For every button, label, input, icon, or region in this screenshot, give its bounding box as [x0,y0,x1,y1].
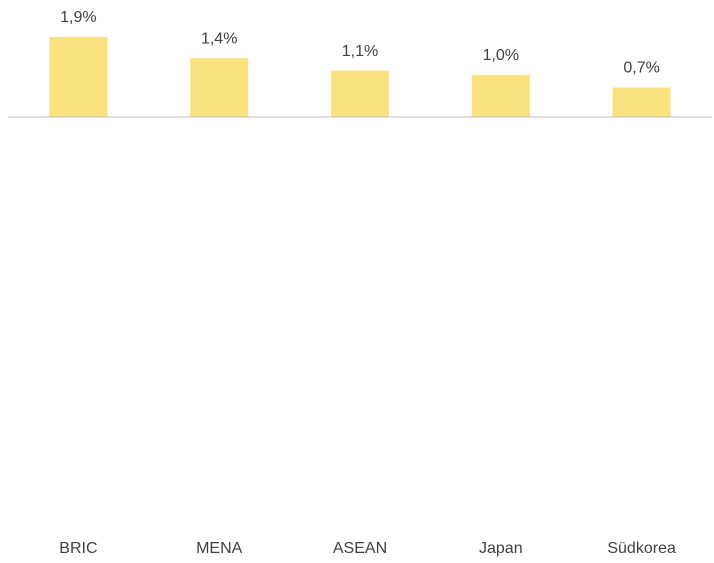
bar [471,74,530,117]
x-tick-label: Japan [479,540,523,557]
x-tick-label: BRIC [59,540,97,557]
data-label: 1,0% [483,47,519,64]
data-label: 0,7% [623,60,659,77]
x-tick-label: Südkorea [607,540,676,557]
data-label: 1,4% [201,30,237,47]
x-tick-label: MENA [196,540,243,557]
bar [612,87,671,117]
x-tick-label: ASEAN [333,540,387,557]
data-label: 1,1% [342,43,378,60]
data-label: 1,9% [60,9,96,26]
bar [190,58,249,117]
bar [331,70,389,117]
bar [49,37,108,118]
